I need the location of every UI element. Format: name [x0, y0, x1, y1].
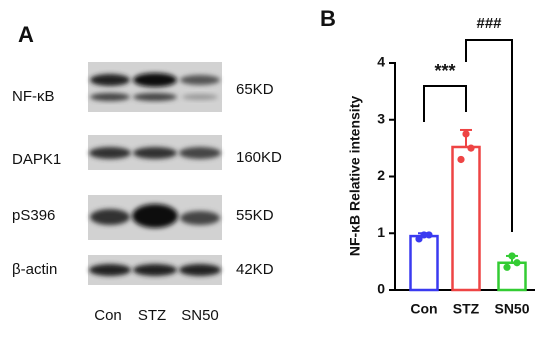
y-tick-label: 2: [377, 167, 385, 183]
protein-label: β-actin: [12, 261, 57, 278]
bar: [497, 261, 527, 292]
y-tick-label: 0: [377, 281, 385, 297]
x-tick-label: SN50: [494, 301, 529, 317]
blot: [88, 62, 222, 285]
significance-bracket: [423, 39, 513, 232]
annotation: ***: [434, 61, 455, 81]
panel-label: A: [18, 22, 34, 47]
size-label: 160KD: [236, 149, 282, 166]
data-point: [508, 252, 516, 260]
panel-label: B: [320, 6, 336, 31]
data-point: [503, 263, 511, 271]
size-label: 42KD: [236, 261, 274, 278]
size-label: 65KD: [236, 81, 274, 98]
y-tick-label: 3: [377, 110, 385, 126]
y-tick-label: 4: [377, 54, 385, 70]
protein-label: DAPK1: [12, 151, 61, 168]
bar: [409, 234, 439, 292]
annotation: ###: [476, 15, 502, 32]
y-axis-label: NF-κB Relative intensity: [347, 96, 363, 256]
data-point: [457, 155, 465, 164]
size-label: 55KD: [236, 207, 274, 224]
data-point: [425, 231, 433, 239]
data-point: [415, 235, 423, 243]
x-tick-label: Con: [410, 301, 437, 317]
data-point: [513, 259, 521, 267]
data-point: [462, 130, 470, 138]
lane-label: Con: [94, 307, 122, 324]
y-tick-label: 1: [377, 224, 385, 240]
data-point: [420, 231, 428, 239]
protein-label: pS396: [12, 207, 55, 224]
x-tick-label: STZ: [453, 301, 480, 317]
protein-label: NF-κB: [12, 88, 55, 105]
bar: [451, 145, 481, 292]
data-point: [467, 144, 475, 152]
lane-label: SN50: [181, 307, 219, 324]
lane-label: STZ: [138, 307, 166, 324]
